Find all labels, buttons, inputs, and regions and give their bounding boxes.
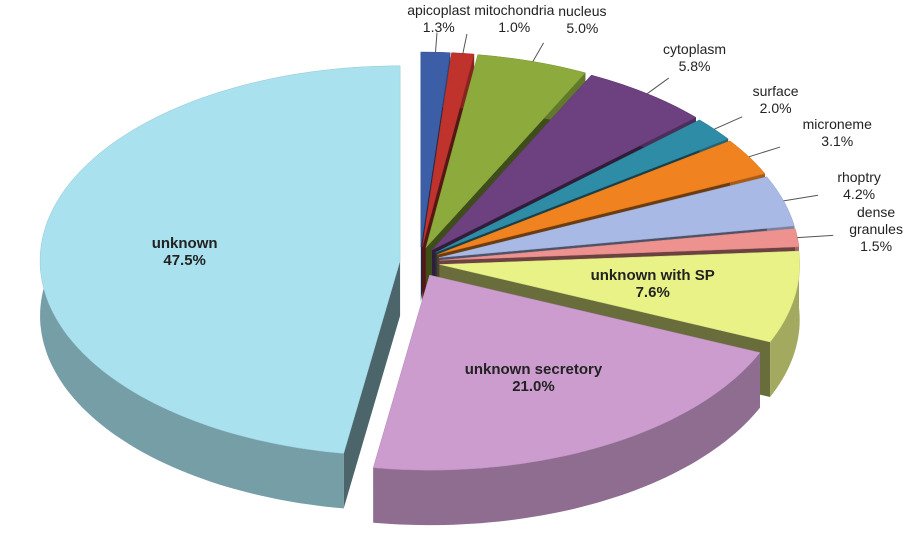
label-name: nucleus: [558, 3, 607, 20]
pie-slice: [420, 51, 451, 248]
label-name: surface: [752, 83, 799, 100]
label-value: 1.0%: [498, 19, 531, 35]
slice-side: [770, 251, 800, 397]
label-name: dense granules: [849, 203, 903, 237]
label-value: 5.0%: [566, 20, 599, 37]
slice-label: dense granules 1.5%: [836, 204, 916, 255]
leader-line: [748, 146, 781, 158]
pie-slice: [431, 74, 697, 251]
label-name: unknown: [151, 234, 218, 252]
label-value: 21.0%: [512, 377, 555, 395]
label-name: unknown secretory: [464, 360, 603, 378]
pie-slice: [425, 54, 586, 248]
pie-slice: [372, 274, 761, 471]
label-value: 2.0%: [759, 100, 792, 117]
label-name: mitochondria: [474, 2, 555, 18]
slice-side: [373, 352, 760, 526]
leader-line: [435, 32, 438, 53]
slice-side: [343, 260, 401, 509]
pie-slice: [39, 65, 401, 454]
leader-line: [783, 194, 819, 202]
slice-label: unknown secretory 21.0%: [465, 361, 603, 395]
label-name: microneme: [802, 116, 872, 133]
slice-label: nucleus 5.0%: [558, 3, 606, 37]
label-value: 1.5%: [860, 237, 893, 254]
slice-label: apicoplast 1.3%: [407, 2, 470, 36]
label-value: 3.1%: [821, 133, 854, 150]
pie-slice: [439, 250, 800, 343]
leader-line: [797, 234, 834, 239]
slice-label: surface 2.0%: [753, 83, 799, 117]
label-name: unknown with SP: [590, 267, 715, 285]
label-name: rhoptry: [837, 168, 881, 185]
slice-label: mitochondria 1.0%: [474, 2, 554, 36]
leader-line: [532, 42, 545, 62]
leader-line: [714, 116, 743, 130]
label-value: 1.3%: [422, 19, 455, 35]
pie-slice: [435, 119, 729, 253]
slice-label: unknown with SP 7.6%: [591, 267, 715, 301]
label-name: cytoplasm: [663, 41, 727, 58]
label-value: 5.8%: [678, 58, 711, 75]
label-name: apicoplast: [407, 2, 471, 18]
slice-label: unknown 47.5%: [152, 235, 218, 269]
label-value: 47.5%: [163, 251, 206, 269]
leader-line: [462, 33, 468, 54]
slice-label: rhoptry 4.2%: [837, 169, 881, 203]
label-value: 4.2%: [843, 185, 876, 202]
label-value: 7.6%: [635, 284, 670, 302]
slice-label: microneme 3.1%: [803, 116, 872, 150]
slice-label: cytoplasm 5.8%: [663, 41, 726, 75]
pie-slice: [439, 228, 800, 261]
leader-line: [646, 77, 670, 95]
